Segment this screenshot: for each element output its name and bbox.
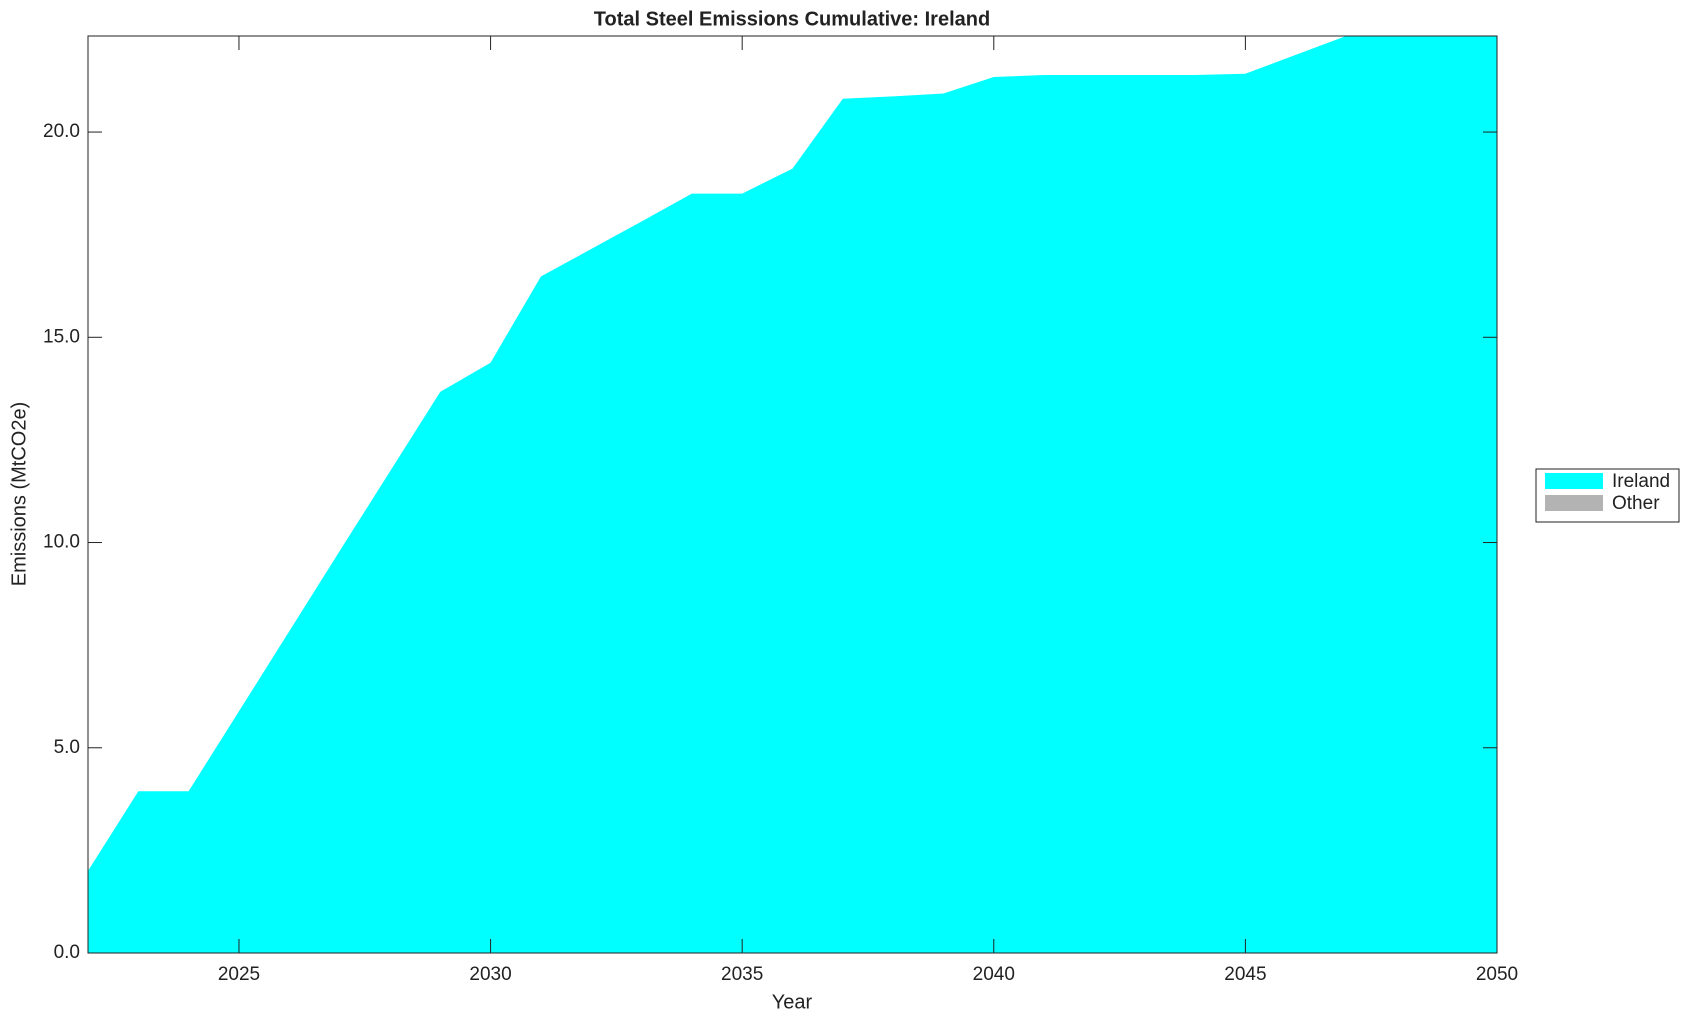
- y-tick-label: 10.0: [43, 532, 80, 553]
- chart-title: Total Steel Emissions Cumulative: Irelan…: [594, 8, 990, 30]
- y-axis-label: Emissions (MtCO2e): [8, 402, 30, 586]
- legend-label: Ireland: [1612, 471, 1670, 492]
- x-tick-label: 2035: [721, 964, 763, 985]
- y-tick-label: 0.0: [54, 942, 80, 963]
- y-tick-label: 5.0: [54, 737, 80, 758]
- plot-area: [88, 36, 1497, 953]
- legend-swatch: [1545, 495, 1603, 511]
- x-tick-label: 2050: [1476, 964, 1518, 985]
- y-tick-label: 15.0: [43, 326, 80, 347]
- y-tick-label: 20.0: [43, 121, 80, 142]
- legend-label: Other: [1612, 493, 1660, 514]
- x-tick-label: 2045: [1224, 964, 1266, 985]
- x-tick-label: 2030: [469, 964, 511, 985]
- legend-swatch: [1545, 473, 1603, 489]
- axes-box: [87, 35, 1498, 954]
- x-axis-label: Year: [772, 991, 813, 1013]
- area: [88, 36, 1497, 953]
- x-tick-label: 2040: [973, 964, 1015, 985]
- x-tick-label: 2025: [218, 964, 260, 985]
